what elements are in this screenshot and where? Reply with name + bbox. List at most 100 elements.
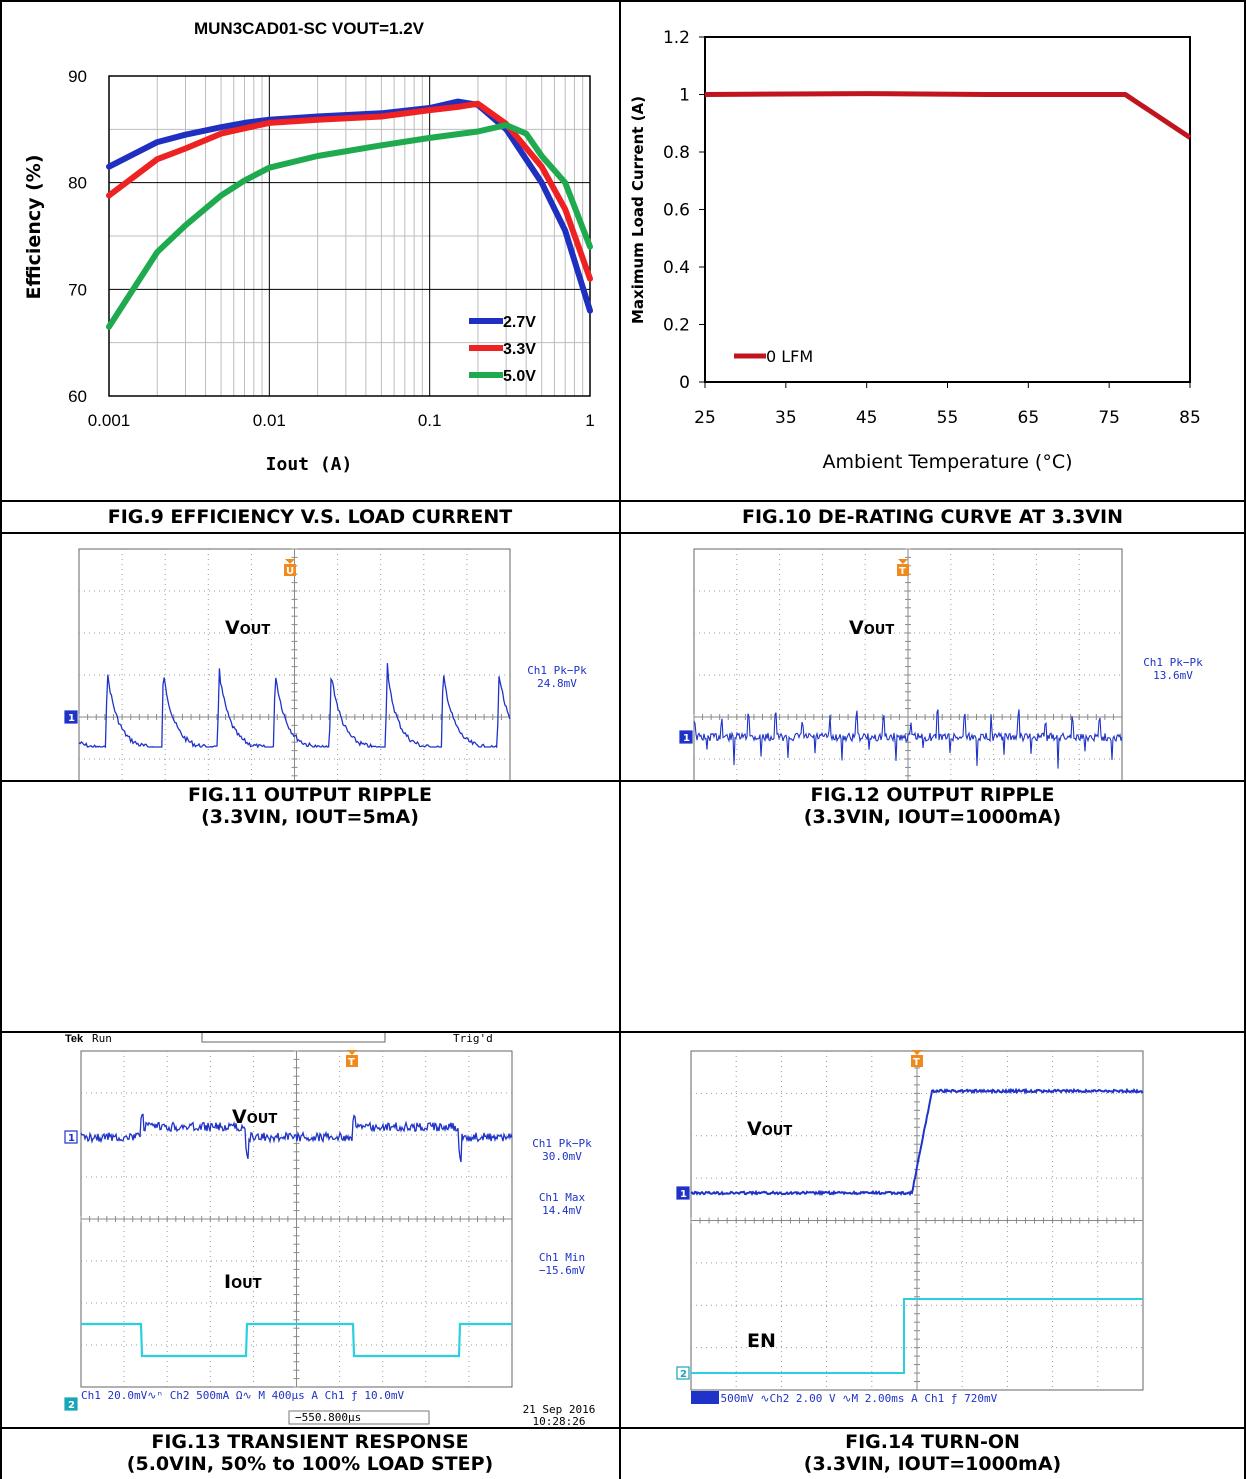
trace-label: IOUT xyxy=(224,1271,262,1293)
fig10-derating-chart: 25 35 45 55 65 75 85 0 0.2 0.4 0.6 0.8 1 1.2 Ambient T… xyxy=(629,28,1201,473)
measure-title: Ch1 Pk−Pk xyxy=(1143,656,1203,669)
fig11-caption: FIG.11 OUTPUT RIPPLE (3.3VIN, IOUT=5mA) xyxy=(2,784,618,828)
status-line: Ch1 20.0mV∿ⁿ Ch2 500mA Ω∿ M 400µs A Ch1 … xyxy=(81,1389,404,1402)
trace-label: VOUT xyxy=(747,1118,792,1140)
y-tick-label: 0 xyxy=(679,373,690,393)
trigger-marker-label: T xyxy=(913,1057,920,1068)
fig14-caption: FIG.14 TURN-ON (3.3VIN, IOUT=1000mA) xyxy=(621,1431,1244,1475)
legend-label: 5.0V xyxy=(503,368,536,385)
ch2-waveform xyxy=(691,1298,1143,1374)
trigger-arrow xyxy=(347,1050,357,1055)
trigger-marker xyxy=(897,564,909,576)
channel-marker xyxy=(676,1366,690,1380)
measure-title: Ch1 Pk−Pk xyxy=(527,664,587,677)
fig9-efficiency-chart: MUN3CAD01-SC VOUT=1.2V 0.001 0.01 0.1 1 60 70 8… xyxy=(23,19,595,475)
trace-label: VOUT xyxy=(232,1106,277,1128)
y-axis-label: Maximum Load Current (A) xyxy=(629,96,647,324)
y-axis-label: Efficiency (%) xyxy=(23,154,45,299)
channel-marker-label: 1 xyxy=(680,1189,687,1200)
legend-label: 2.7V xyxy=(503,314,536,331)
trace-label: VOUT xyxy=(849,617,894,639)
series-line-5.0V xyxy=(106,122,593,330)
fig14-caption-line2: (3.3VIN, IOUT=1000mA) xyxy=(803,1453,1062,1475)
channel-marker xyxy=(676,1186,690,1200)
trigger-delay: −550.800µs xyxy=(295,1411,361,1424)
measure-value: 24.8mV xyxy=(537,677,577,690)
channel-marker-label: 1 xyxy=(683,733,690,744)
trigger-arrow xyxy=(898,559,908,564)
channel-marker xyxy=(64,710,78,724)
trig-status: Trig'd xyxy=(453,1033,493,1045)
x-tick-label: 65 xyxy=(1018,408,1040,428)
trigger-marker xyxy=(284,564,296,576)
table-rule xyxy=(0,1427,1246,1429)
fig13-caption-line2: (5.0VIN, 50% to 100% LOAD STEP) xyxy=(126,1453,494,1475)
series-line-3.3V xyxy=(106,100,593,282)
fig13-cell: Tek Run Trig'd 1 2 T VOUT IOUT Ch1 Pk−Pk 30.0mV Ch… xyxy=(2,1031,619,1428)
fig11-caption-line2: (3.3VIN, IOUT=5mA) xyxy=(201,806,419,828)
fig9-caption: FIG.9 EFFICIENCY V.S. LOAD CURRENT xyxy=(107,506,513,528)
y-tick-label: 0.4 xyxy=(663,258,690,278)
channel-marker-label: 2 xyxy=(68,1400,75,1411)
fig14-scope-screen: 1 2 T VOUT EN Ch1 500mV ∿Ch2 2.00 V ∿M 2.00ms… xyxy=(676,1050,1144,1405)
run-status: Run xyxy=(92,1033,112,1045)
table-rule xyxy=(0,532,1246,534)
x-tick-label: 75 xyxy=(1098,408,1120,428)
table-rule xyxy=(1244,0,1246,1479)
measure-title: Ch1 Max xyxy=(539,1191,586,1204)
series-line-2.7V xyxy=(106,98,593,314)
measure-value: 13.6mV xyxy=(1153,669,1193,682)
x-tick-label: 55 xyxy=(937,408,959,428)
tek-logo: Tek xyxy=(65,1033,84,1045)
legend-label: 3.3V xyxy=(503,341,536,358)
y-tick-label: 1 xyxy=(679,86,690,106)
y-tick-label: 90 xyxy=(68,67,87,86)
y-tick-label: 1.2 xyxy=(663,28,690,48)
channel-marker-label: 1 xyxy=(68,1133,75,1144)
x-tick-label: 85 xyxy=(1179,408,1201,428)
y-tick-label: 80 xyxy=(68,174,87,193)
scope-time: 10:28:26 xyxy=(533,1415,586,1427)
fig14-cell: 1 2 T VOUT EN Ch1 500mV ∿Ch2 2.00 V ∿M 2.00ms… xyxy=(621,1033,1244,1427)
fig12-caption: FIG.12 OUTPUT RIPPLE (3.3VIN, IOUT=1000m… xyxy=(621,784,1244,828)
fig14-caption-line1: FIG.14 TURN-ON xyxy=(845,1431,1020,1453)
trigger-marker-label: T xyxy=(899,566,906,577)
table-rule xyxy=(0,1031,1246,1033)
trigger-marker-label: U xyxy=(286,566,294,577)
fig10-caption: FIG.10 DE-RATING CURVE AT 3.3VIN xyxy=(742,506,1123,528)
ch1-waveform xyxy=(690,1087,1144,1197)
channel-marker-label: 1 xyxy=(68,713,75,724)
trigger-arrow xyxy=(912,1050,922,1055)
y-tick-label: 0.8 xyxy=(663,143,690,163)
channel-marker xyxy=(64,1397,78,1411)
status-ch-badge xyxy=(691,1391,719,1404)
ch2-waveform xyxy=(81,1322,512,1358)
table-rule xyxy=(619,0,621,1479)
scope-date: 21 Sep 2016 xyxy=(523,1403,596,1416)
x-tick-label: 1 xyxy=(585,411,594,430)
ch1-waveform xyxy=(693,709,1123,769)
plot-frame xyxy=(108,75,591,397)
status-line: Ch1 500mV ∿Ch2 2.00 V ∿M 2.00ms A Ch1 ƒ … xyxy=(694,1392,998,1405)
x-tick-label: 0.01 xyxy=(253,411,286,430)
x-tick-label: 0.001 xyxy=(88,411,131,430)
channel-marker-label: 2 xyxy=(680,1369,687,1380)
fig13-caption-line1: FIG.13 TRANSIENT RESPONSE xyxy=(151,1431,469,1453)
fig11-caption-line1: FIG.11 OUTPUT RIPPLE xyxy=(187,784,433,806)
measure-value: 30.0mV xyxy=(542,1150,582,1163)
fig13-caption: FIG.13 TRANSIENT RESPONSE (5.0VIN, 50% t… xyxy=(2,1431,618,1475)
delay-box xyxy=(288,1410,430,1425)
measure-value: −15.6mV xyxy=(539,1264,586,1277)
x-tick-label: 0.1 xyxy=(418,411,442,430)
plot-frame xyxy=(704,36,1191,383)
table-rule xyxy=(0,500,1246,502)
fig9-cell: MUN3CAD01-SC VOUT=1.2V 0.001 0.01 0.1 1 60 70 8… xyxy=(2,2,619,500)
table-rule xyxy=(0,780,1246,782)
channel-marker xyxy=(64,1130,78,1144)
x-axis-label: Ambient Temperature (°C) xyxy=(822,451,1072,473)
